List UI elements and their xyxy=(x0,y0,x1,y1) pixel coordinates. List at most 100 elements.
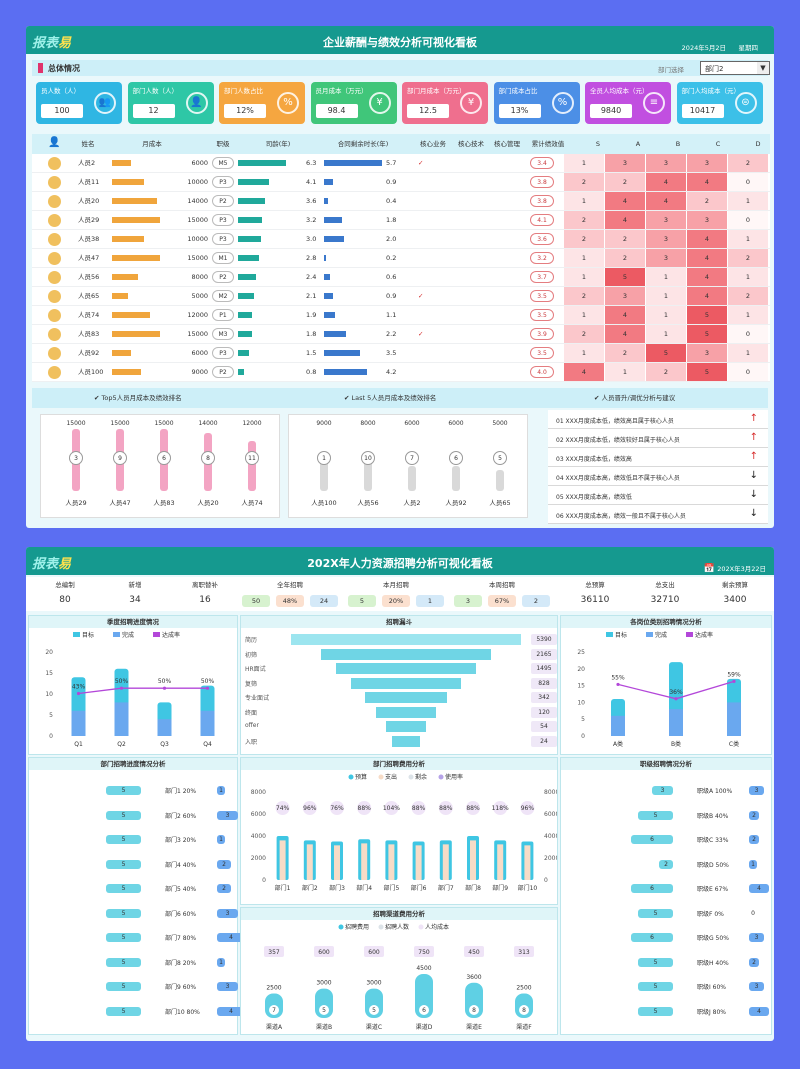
dept-select-label: 部门选择 xyxy=(658,66,684,74)
rate-label: 76% xyxy=(330,805,344,812)
dept-name: 部门10 80% xyxy=(165,1008,200,1016)
heat-cell-b: 3 xyxy=(646,230,687,248)
rate-label: 59% xyxy=(727,671,741,678)
avg-cost-label: 600 xyxy=(318,949,330,956)
bar-label: 人员29 xyxy=(65,499,87,507)
done-bar: 2 xyxy=(217,884,231,893)
x-tick-label: Q2 xyxy=(117,741,126,748)
target-bar: 5 xyxy=(106,908,141,918)
row-grade: P3 xyxy=(212,233,234,245)
bar-value: 15000 xyxy=(154,420,174,427)
row-core-biz: ✓ xyxy=(418,292,424,300)
bar-value: 12000 xyxy=(242,420,262,427)
advice-text: 02 XXX月度成本低，绩效较好且属于核心人员 xyxy=(556,437,680,444)
stat-value: 80 xyxy=(59,595,71,605)
bar-label: 人员2 xyxy=(403,499,421,507)
bar-value: 15000 xyxy=(66,420,86,427)
rate-bubble xyxy=(357,801,372,815)
count-bubble xyxy=(319,1005,329,1015)
x-tick-label: 部门2 xyxy=(302,884,318,892)
spend-bar xyxy=(470,840,476,880)
target-bar: 5 xyxy=(106,859,141,869)
row-contract: 0.9 xyxy=(386,178,397,186)
salary-dashboard-title: 企业薪酬与绩效分析可视化看板 xyxy=(323,36,477,49)
coins-icon: ⊜ xyxy=(734,92,757,114)
advice-text: 05 XXX月度成本高，绩效低 xyxy=(556,494,632,501)
count-bubble xyxy=(519,1005,529,1015)
rate-point xyxy=(616,682,620,687)
row-core-biz: ✓ xyxy=(418,330,424,338)
dash-date: 2024年5月2日 xyxy=(681,44,726,52)
done-bar: 3 xyxy=(749,982,764,991)
y-tick-label: 20 xyxy=(45,649,53,656)
count-label: 8 xyxy=(522,1007,526,1014)
rank-badge: 11 xyxy=(245,451,259,465)
kpi-value: 12% xyxy=(224,104,266,118)
heat-cell-d: 1 xyxy=(728,306,769,324)
funnel-stage-label: 入职 xyxy=(245,738,258,746)
tenure-bar xyxy=(238,312,253,318)
table-header-cell: 月成本 xyxy=(142,140,162,148)
table-header-cell: 合同剩余时长(年) xyxy=(337,140,389,148)
funnel-stage-label: 专业面试 xyxy=(245,695,270,702)
done-bar: 2 xyxy=(749,810,759,820)
stat-value: 3400 xyxy=(723,595,747,605)
stat-label: 总支出 xyxy=(655,581,675,589)
heat-cell-a: 3 xyxy=(605,287,646,305)
heat-cell-a: 2 xyxy=(605,173,646,191)
kpi-label: 部门月成本（万元） xyxy=(407,87,466,95)
row-tenure: 6.3 xyxy=(306,159,317,167)
y-tick-label: 10 xyxy=(45,691,53,698)
funnel-bar xyxy=(336,663,476,674)
legend-dot xyxy=(378,774,384,780)
x-tick-label: 渠道B xyxy=(316,1023,332,1031)
rate-point xyxy=(76,691,81,696)
cost-bar xyxy=(112,350,132,356)
recruit-group-value: 2 xyxy=(522,595,550,607)
avatar xyxy=(48,233,61,246)
table-row: 人员100 9000 P2 0.8 4.2 4.0 4 1 2 5 0 xyxy=(32,363,770,382)
dash-weekday: 星期四 xyxy=(738,44,759,52)
quarter-panel: 季度招聘进度情况 目标 完成 达成率 0 5 10 15 20 Q1 43% Q2 50% Q3 50% Q… xyxy=(28,615,238,755)
row-grade: P2 xyxy=(212,195,234,207)
calendar-icon: 📅 xyxy=(703,564,716,574)
heat-cell-a: 1 xyxy=(605,363,646,381)
heat-cell-b: 2 xyxy=(646,363,687,381)
rate-label: 55% xyxy=(611,674,625,681)
grade-name: 职级C 33% xyxy=(697,837,729,844)
rate-point xyxy=(205,686,210,690)
dept-select[interactable]: 部门2 ▼ xyxy=(700,61,770,75)
done-bar: 2 xyxy=(749,957,759,967)
table-header-cell: C xyxy=(715,140,721,148)
row-perf: 3.7 xyxy=(530,271,554,283)
last5-chart: 9000 1 人员100 8000 10 人员56 6000 7 人员2 6000 6 人员92 500… xyxy=(288,414,528,518)
rate-label: 88% xyxy=(358,805,372,812)
tenure-bar xyxy=(238,350,250,356)
contract-bar xyxy=(324,274,331,280)
rate-bubble xyxy=(438,801,453,815)
heat-cell-d: 1 xyxy=(728,344,769,362)
advice-item: 04 XXX月度成本高，绩效低且不属于核心人员 ↓ xyxy=(548,467,768,486)
legend-label: 支出 xyxy=(385,773,397,781)
spend-bar xyxy=(497,844,504,880)
x-tick-label: 渠道D xyxy=(416,1023,433,1031)
table-row: 人员83 15000 M3 1.8 2.2 ✓ 3.9 2 4 1 5 0 xyxy=(32,325,770,344)
chevron-down-icon[interactable]: ▼ xyxy=(757,62,769,74)
heat-cell-d: 1 xyxy=(728,192,769,210)
heat-cell-b: 4 xyxy=(646,173,687,191)
row-name: 人员65 xyxy=(78,292,100,300)
legend-swatch xyxy=(686,632,693,637)
row-cost: 5000 xyxy=(191,292,208,300)
row-tenure: 3.2 xyxy=(306,216,317,224)
target-bar: 5 xyxy=(638,810,673,820)
heat-cell-c: 3 xyxy=(687,211,728,229)
row-cost: 15000 xyxy=(187,216,208,224)
heat-cell-s: 2 xyxy=(564,173,605,191)
rate-label: 96% xyxy=(521,805,535,812)
table-header: 👤 xyxy=(32,134,770,154)
legend-label: 目标 xyxy=(82,631,94,639)
kpi-label: 部门成本占比 xyxy=(498,87,538,95)
done-bar: 3 xyxy=(217,982,238,991)
table-row: 人员38 10000 P3 3.0 2.0 3.6 2 2 3 4 1 xyxy=(32,230,770,249)
row-tenure: 1.8 xyxy=(306,330,317,338)
